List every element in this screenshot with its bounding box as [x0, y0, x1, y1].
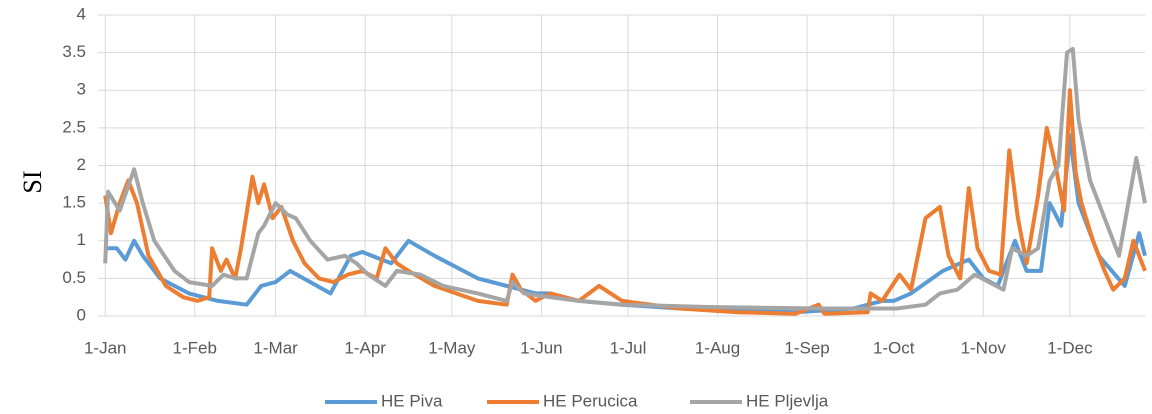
x-tick-label: 1-Sep: [784, 338, 829, 357]
y-tick-label: 3: [77, 80, 86, 99]
y-tick-label: 0.5: [62, 268, 86, 287]
x-tick-label: 1-Oct: [873, 338, 915, 357]
legend-label: HE Pljevlja: [746, 391, 829, 410]
y-tick-label: 2.5: [62, 117, 86, 136]
y-tick-label: 2: [77, 155, 86, 174]
x-tick-label: 1-Aug: [695, 338, 740, 357]
y-tick-label: 1.5: [62, 193, 86, 212]
x-tick-label: 1-May: [428, 338, 476, 357]
x-tick-label: 1-Nov: [961, 338, 1007, 357]
y-tick-label: 1: [77, 230, 86, 249]
y-tick-label: 4: [77, 4, 86, 23]
legend-label: HE Perucica: [543, 391, 638, 410]
x-tick-label: 1-Mar: [253, 338, 298, 357]
y-tick-label: 3.5: [62, 42, 86, 61]
x-tick-label: 1-Feb: [173, 338, 217, 357]
series-line: [103, 46, 1147, 311]
x-tick-label: 1-Apr: [344, 338, 386, 357]
y-axis-label: SI: [18, 170, 47, 193]
x-tick-label: 1-Jan: [84, 338, 127, 357]
x-tick-label: 1-Dec: [1047, 338, 1093, 357]
series-line: [105, 133, 1147, 315]
x-tick-label: 1-Jul: [610, 338, 647, 357]
legend-label: HE Piva: [381, 391, 443, 410]
x-tick-label: 1-Jun: [520, 338, 563, 357]
y-tick-label: 0: [77, 305, 86, 324]
